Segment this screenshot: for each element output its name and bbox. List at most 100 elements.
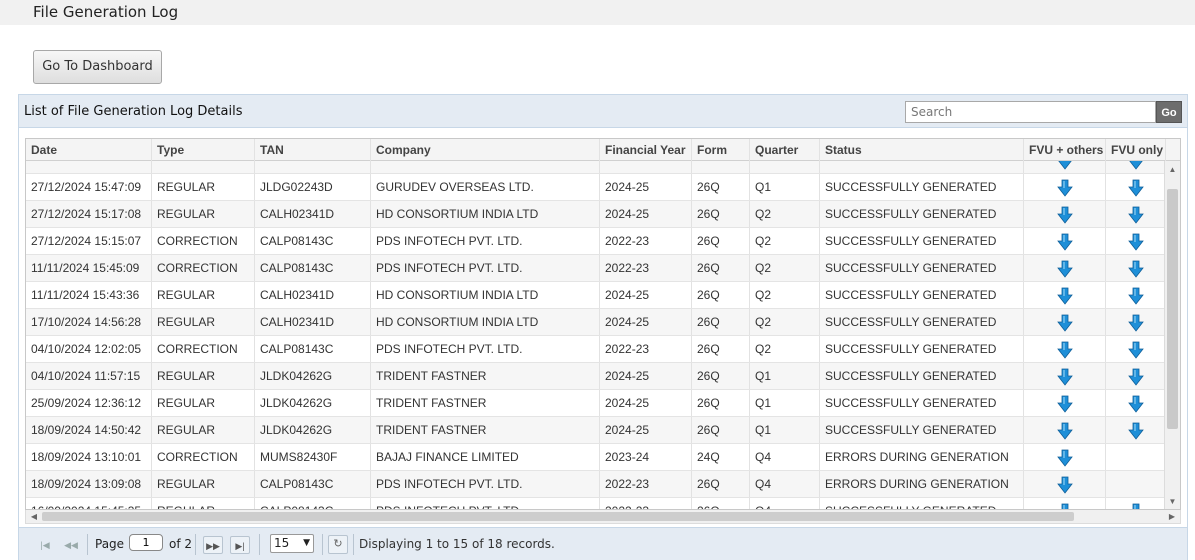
cell-date: 16/09/2024 15:45:35	[26, 498, 152, 510]
column-header-type[interactable]: Type	[152, 139, 255, 161]
scroll-thumb[interactable]	[1167, 189, 1178, 429]
horizontal-scrollbar[interactable]: ◀ ▶	[25, 510, 1181, 524]
scroll-right-icon[interactable]: ▶	[1165, 510, 1179, 523]
table-row[interactable]: 11/11/2024 15:45:09 CORRECTION CALP08143C P…	[26, 255, 1166, 282]
download-arrow-icon[interactable]	[1057, 423, 1073, 437]
cell-company: GURUDEV OVERSEAS LTD.	[371, 174, 600, 200]
download-arrow-icon[interactable]	[1057, 342, 1073, 356]
table-row[interactable]: 17/10/2024 14:56:28 REGULAR CALH02341D HD C…	[26, 309, 1166, 336]
download-arrow-icon[interactable]	[1057, 288, 1073, 302]
cell-form: 26Q	[692, 417, 750, 443]
table-row[interactable]: 18/09/2024 14:50:42 REGULAR JLDK04262G TRID…	[26, 417, 1166, 444]
cell-fy: 2022-23	[600, 255, 692, 281]
fvu-only-download-cell	[1106, 336, 1166, 362]
download-arrow-icon[interactable]	[1128, 342, 1144, 356]
fvu-others-download-cell	[1024, 228, 1106, 254]
page-number-input[interactable]	[129, 534, 163, 551]
download-arrow-icon[interactable]	[1128, 180, 1144, 194]
pager-divider	[353, 534, 354, 555]
file-log-panel: List of File Generation Log Details Go D…	[18, 94, 1188, 560]
table-row[interactable]: 27/12/2024 15:47:09 REGULAR JLDG02243D GURU…	[26, 174, 1166, 201]
first-page-icon[interactable]: |◀	[35, 536, 55, 554]
cell-company	[371, 161, 600, 173]
search-input[interactable]	[905, 101, 1156, 123]
prev-page-icon[interactable]: ◀◀	[61, 536, 81, 554]
cell-quarter: Q2	[750, 282, 820, 308]
scroll-up-icon[interactable]: ▲	[1165, 163, 1180, 177]
download-arrow-icon[interactable]	[1057, 234, 1073, 248]
column-header-quarter[interactable]: Quarter	[750, 139, 820, 161]
download-arrow-icon[interactable]	[1057, 180, 1073, 194]
table-row[interactable]: 04/10/2024 12:02:05 CORRECTION CALP08143C P…	[26, 336, 1166, 363]
download-arrow-icon[interactable]	[1057, 450, 1073, 464]
column-header-company[interactable]: Company	[371, 139, 600, 161]
fvu-others-download-cell	[1024, 161, 1106, 173]
download-arrow-icon[interactable]	[1128, 161, 1144, 167]
cell-status: SUCCESSFULLY GENERATED	[820, 417, 1024, 443]
fvu-only-download-cell	[1106, 201, 1166, 227]
table-row[interactable]: 27/12/2024 15:15:07 CORRECTION CALP08143C P…	[26, 228, 1166, 255]
column-header-form[interactable]: Form	[692, 139, 750, 161]
chevron-down-icon: ▼	[303, 535, 310, 552]
cell-quarter: Q1	[750, 174, 820, 200]
table-row[interactable]: 11/11/2024 15:43:36 REGULAR CALH02341D HD C…	[26, 282, 1166, 309]
column-header-fvu-only[interactable]: FVU only	[1106, 139, 1166, 161]
scroll-down-icon[interactable]: ▼	[1165, 495, 1180, 509]
cell-date	[26, 161, 152, 173]
table-row[interactable]: 18/09/2024 13:10:01 CORRECTION MUMS82430F B…	[26, 444, 1166, 471]
column-header-fvu-others[interactable]: FVU + others	[1024, 139, 1106, 161]
table-row[interactable]	[26, 161, 1166, 174]
vertical-scrollbar[interactable]: ▲ ▼	[1164, 161, 1180, 510]
download-arrow-icon[interactable]	[1057, 315, 1073, 329]
column-header-tan[interactable]: TAN	[255, 139, 371, 161]
cell-form: 26Q	[692, 309, 750, 335]
download-arrow-icon[interactable]	[1128, 315, 1144, 329]
download-arrow-icon[interactable]	[1128, 234, 1144, 248]
table-row[interactable]: 25/09/2024 12:36:12 REGULAR JLDK04262G TRID…	[26, 390, 1166, 417]
cell-date: 11/11/2024 15:43:36	[26, 282, 152, 308]
download-arrow-icon[interactable]	[1057, 369, 1073, 383]
cell-date: 11/11/2024 15:45:09	[26, 255, 152, 281]
table-row[interactable]: 16/09/2024 15:45:35REGULARCALP08143CPDS …	[26, 498, 1166, 510]
table-row[interactable]: 18/09/2024 13:09:08 REGULAR CALP08143C PDS …	[26, 471, 1166, 498]
search-go-button[interactable]: Go	[1156, 101, 1182, 123]
download-arrow-icon[interactable]	[1128, 396, 1144, 410]
next-page-icon[interactable]: ▶▶	[203, 536, 223, 554]
download-arrow-icon[interactable]	[1057, 396, 1073, 410]
cell-company: HD CONSORTIUM INDIA LTD	[371, 282, 600, 308]
cell-type: REGULAR	[152, 390, 255, 416]
download-arrow-icon[interactable]	[1128, 261, 1144, 275]
download-arrow-icon[interactable]	[1128, 423, 1144, 437]
refresh-icon[interactable]: ↻	[328, 535, 348, 554]
cell-tan: MUMS82430F	[255, 444, 371, 470]
page-title: File Generation Log	[33, 3, 178, 21]
column-header-date[interactable]: Date	[26, 139, 152, 161]
fvu-others-download-cell	[1024, 363, 1106, 389]
column-header-status[interactable]: Status	[820, 139, 1024, 161]
download-arrow-icon[interactable]	[1057, 161, 1073, 167]
download-arrow-icon[interactable]	[1128, 288, 1144, 302]
cell-fy: 2024-25	[600, 363, 692, 389]
download-arrow-icon[interactable]	[1128, 369, 1144, 383]
fvu-only-download-cell	[1106, 363, 1166, 389]
download-arrow-icon[interactable]	[1128, 207, 1144, 221]
table-row[interactable]: 27/12/2024 15:17:08 REGULAR CALH02341D HD C…	[26, 201, 1166, 228]
download-arrow-icon[interactable]	[1057, 207, 1073, 221]
cell-quarter: Q2	[750, 309, 820, 335]
download-arrow-icon[interactable]	[1057, 477, 1073, 491]
cell-form	[692, 161, 750, 173]
scroll-left-icon[interactable]: ◀	[27, 510, 41, 523]
cell-date: 27/12/2024 15:17:08	[26, 201, 152, 227]
rows-per-page-select[interactable]: 15 ▼	[270, 534, 314, 553]
cell-status: SUCCESSFULLY GENERATED	[820, 255, 1024, 281]
column-header-fy[interactable]: Financial Year	[600, 139, 692, 161]
go-to-dashboard-button[interactable]: Go To Dashboard	[33, 50, 162, 84]
hscroll-thumb[interactable]	[42, 512, 1074, 521]
download-arrow-icon[interactable]	[1057, 261, 1073, 275]
last-page-icon[interactable]: ▶|	[230, 536, 250, 554]
table-row[interactable]: 04/10/2024 11:57:15 REGULAR JLDK04262G TRID…	[26, 363, 1166, 390]
cell-form: 26Q	[692, 471, 750, 497]
cell-status: ERRORS DURING GENERATION	[820, 444, 1024, 470]
cell-form: 26Q	[692, 174, 750, 200]
cell-quarter: Q1	[750, 417, 820, 443]
